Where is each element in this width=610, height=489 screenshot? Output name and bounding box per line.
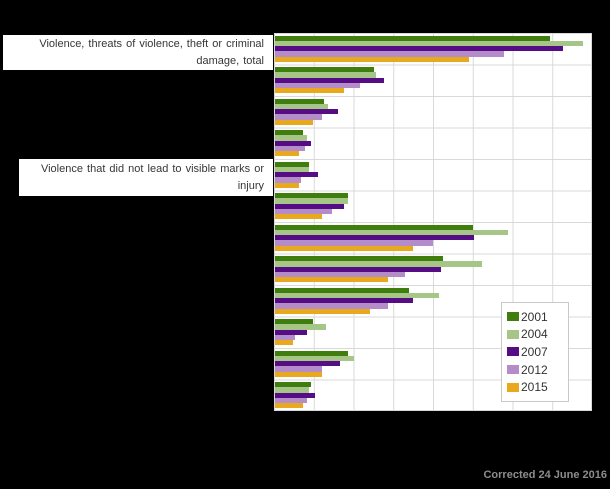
bar-2007 [275,329,307,335]
bar-2007 [275,392,315,398]
bar-2015 [275,277,388,283]
bar-2012 [275,51,505,57]
bar-2001 [275,98,325,104]
legend-swatch-icon [507,347,519,357]
correction-note: Corrected 24 June 2016 [483,469,607,481]
bar-2001 [275,382,311,388]
bar-2001 [275,35,550,41]
bar-2001 [275,256,443,262]
bar-2004 [275,355,354,362]
legend-item-2004: 2004 [507,327,563,341]
bar-2007 [275,266,441,272]
bar-2004 [275,198,349,204]
bar-2007 [275,77,384,83]
bar-2004 [275,387,309,393]
legend-swatch-icon [507,312,519,322]
legend-item-2001: 2001 [507,310,563,324]
bar-2012 [275,177,301,183]
category-label-violence-no-visible-marks: Violence that did not lead to visible ma… [19,159,273,196]
bar-2007 [275,46,564,52]
bar-2001 [275,224,473,230]
bar-2012 [275,271,406,278]
bar-2012 [275,397,307,404]
bar-group [275,33,591,65]
legend-swatch-icon [507,329,519,339]
bar-group [275,159,591,191]
bar-2007 [275,203,345,209]
legend-label: 2015 [521,380,548,395]
bar-2001 [275,161,309,167]
bar-group [275,348,591,380]
bar-2015 [275,119,313,125]
plot-area: 2001 2004 2007 2012 2015 [274,33,592,411]
bar-2004 [275,292,439,299]
bar-2007 [275,235,475,241]
bar-2012 [275,334,295,341]
bar-2007 [275,140,311,146]
bar-2015 [275,214,323,220]
legend-item-2007: 2007 [507,345,563,359]
bar-2007 [275,361,341,367]
legend-label: 2001 [521,309,548,324]
bar-group [275,254,591,286]
bar-group [275,191,591,223]
bar-2004 [275,324,327,330]
legend-item-2012: 2012 [507,363,563,377]
bar-2015 [275,371,323,377]
bar-2015 [275,403,303,409]
bar-group [275,222,591,254]
bar-2012 [275,240,433,246]
bar-2012 [275,303,388,309]
bar-2001 [275,287,410,293]
bar-2012 [275,114,323,120]
legend-swatch-icon [507,382,519,392]
bar-2004 [275,135,307,141]
bar-2012 [275,145,305,152]
bar-group [275,96,591,128]
legend-swatch-icon [507,365,519,375]
bar-2015 [275,56,469,62]
bar-2015 [275,340,293,346]
legend-label: 2004 [521,327,548,342]
bar-2012 [275,366,323,372]
bar-group [275,65,591,97]
bar-2015 [275,151,299,157]
bar-group [275,317,591,349]
legend-label: 2012 [521,362,548,377]
bar-2004 [275,40,584,47]
bar-2001 [275,130,303,136]
bar-2004 [275,166,309,173]
bar-2007 [275,298,414,304]
legend: 2001 2004 2007 2012 2015 [501,302,569,402]
bar-2012 [275,208,333,215]
bar-2015 [275,88,345,94]
bar-groups [275,33,591,411]
bar-2007 [275,109,339,115]
bar-2001 [275,67,374,73]
category-label-violence-theft-total: Violence, threats of violence, theft or … [3,35,273,70]
legend-item-2015: 2015 [507,380,563,394]
bar-2015 [275,245,414,251]
bar-group [275,380,591,412]
bar-2012 [275,82,360,89]
bar-2015 [275,182,299,188]
bar-group [275,285,591,317]
bar-2004 [275,229,509,236]
bar-2004 [275,261,483,267]
bar-group [275,128,591,160]
bar-2004 [275,103,329,110]
bar-2007 [275,172,319,178]
bar-2001 [275,319,313,325]
bar-2015 [275,308,370,314]
bar-2001 [275,350,349,356]
legend-label: 2007 [521,344,548,359]
bar-2004 [275,72,376,78]
bar-2001 [275,193,349,199]
